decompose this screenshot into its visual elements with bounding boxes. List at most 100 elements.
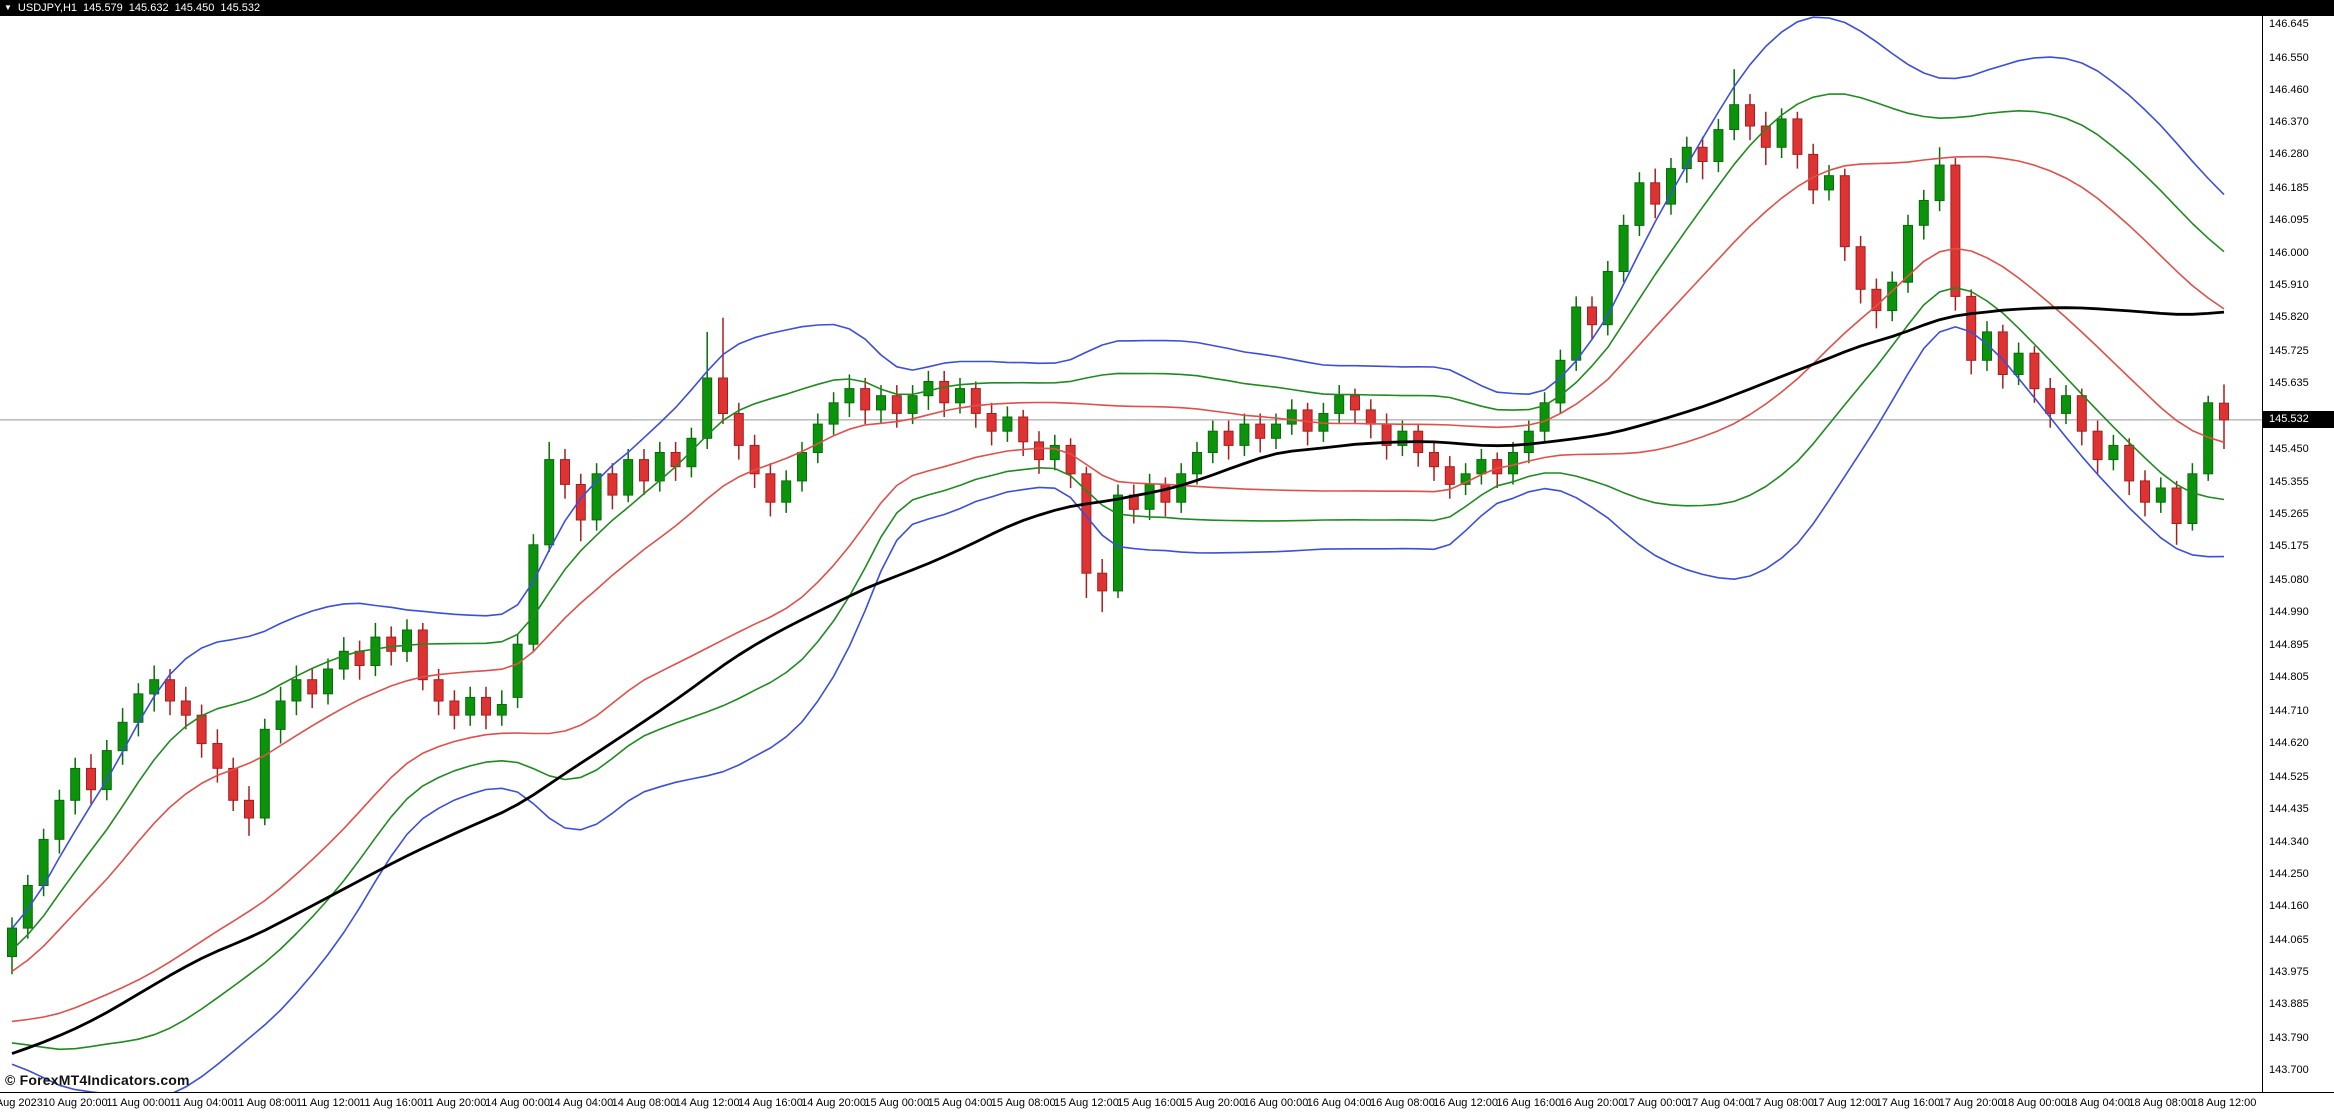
bull-candle <box>465 696 476 716</box>
bear-candle <box>575 484 586 521</box>
bear-candle <box>2124 444 2135 482</box>
price-axis-label: 146.645 <box>2269 18 2309 31</box>
bull-candle <box>781 480 792 503</box>
candlestick-chart[interactable] <box>0 16 2262 1092</box>
bull-candle <box>1634 182 1645 226</box>
bear-candle <box>860 388 871 411</box>
time-axis-label: 18 Aug 04:00 <box>2065 1097 2131 1109</box>
price-axis-label: 145.635 <box>2269 376 2309 389</box>
bull-candle <box>291 679 302 702</box>
price-axis-label: 146.550 <box>2269 52 2309 65</box>
chart-plot-area[interactable] <box>0 16 2262 1092</box>
bear-candle <box>196 714 207 745</box>
bear-candle <box>165 679 175 702</box>
bear-candle <box>560 459 570 485</box>
bear-candle <box>1950 164 1961 297</box>
bear-candle <box>718 377 728 414</box>
moving-average-line <box>11 306 2225 1055</box>
bull-candle <box>812 423 823 454</box>
time-axis-label: 16 Aug 20:00 <box>1559 1097 1625 1109</box>
bear-candle <box>1792 118 1803 155</box>
bear-candle <box>2171 487 2182 524</box>
bear-candle <box>986 413 997 432</box>
bull-candle <box>1239 423 1250 446</box>
bull-candle <box>2187 473 2198 524</box>
bear-candle <box>639 459 649 482</box>
bear-candle <box>228 767 239 801</box>
time-axis-label: 11 Aug 20:00 <box>422 1097 487 1109</box>
symbol-dropdown-icon: ▼ <box>4 3 12 12</box>
bull-candle <box>623 459 634 496</box>
bear-candle <box>1444 466 1455 485</box>
price-axis[interactable]: 145.532 146.645 146.550 146.460 146.370 146.… <box>2262 16 2334 1092</box>
time-axis-label: 17 Aug 20:00 <box>1938 1097 2004 1109</box>
price-axis-label: 144.065 <box>2269 934 2309 946</box>
bear-candle <box>481 696 491 716</box>
time-axis-label: 18 Aug 00:00 <box>2001 1097 2067 1109</box>
price-axis-label: 146.280 <box>2269 147 2309 160</box>
bull-candle <box>512 643 523 698</box>
bull-candle <box>1460 473 1471 485</box>
time-axis-label: 14 Aug 12:00 <box>674 1097 740 1109</box>
price-axis-label: 143.790 <box>2269 1031 2309 1044</box>
bear-candle <box>2029 352 2040 390</box>
bull-candle <box>1113 494 1123 592</box>
bear-candle <box>1871 288 1882 312</box>
bear-candle <box>86 767 96 791</box>
price-axis-label: 144.895 <box>2269 639 2309 652</box>
bull-candle <box>828 402 839 425</box>
price-axis-label: 146.185 <box>2269 181 2309 194</box>
bear-candle <box>749 444 760 475</box>
chart-window-titlebar[interactable]: ▼ USDJPY,H1 145.579 145.632 145.450 145.… <box>0 0 2334 16</box>
ohlc-close-value: 145.532 <box>220 2 261 14</box>
bull-candle <box>1571 306 1582 361</box>
bull-candle <box>2155 487 2166 503</box>
price-axis-label: 145.175 <box>2269 540 2309 553</box>
price-axis-label: 145.725 <box>2269 344 2309 357</box>
bull-candle <box>259 728 270 819</box>
bull-candle <box>1334 395 1345 414</box>
bull-candle <box>923 381 934 397</box>
bear-candle <box>2076 395 2087 432</box>
bear-candle <box>1365 409 1376 425</box>
bear-candle <box>1429 452 1439 468</box>
time-axis-label: 14 Aug 20:00 <box>801 1097 867 1109</box>
price-axis-label: 143.975 <box>2269 966 2309 978</box>
bull-candle <box>1271 423 1281 439</box>
bear-candle <box>1839 175 1850 248</box>
symbol-period-label: USDJPY,H1 <box>17 2 78 14</box>
bull-candle <box>149 679 160 695</box>
bull-candle <box>101 750 112 791</box>
price-axis-label: 145.910 <box>2269 279 2309 292</box>
bear-candle <box>1855 246 1866 290</box>
bear-candle <box>1018 416 1029 443</box>
time-axis-label: 15 Aug 08:00 <box>990 1097 1056 1109</box>
bull-candle <box>876 395 886 411</box>
price-axis-label: 143.885 <box>2269 997 2309 1010</box>
time-axis-label: 11 Aug 12:00 <box>295 1097 361 1109</box>
bull-candle <box>1618 224 1629 272</box>
bull-candle <box>1934 164 1945 202</box>
bear-candle <box>386 636 397 652</box>
price-axis-label: 146.095 <box>2269 213 2309 226</box>
bull-candle <box>1887 281 1898 312</box>
bear-candle <box>1587 306 1597 326</box>
bull-candle <box>7 927 17 957</box>
bull-candle <box>1049 444 1060 461</box>
time-axis-label: 18 Aug 08:00 <box>2128 1097 2194 1109</box>
bear-candle <box>449 700 460 716</box>
time-axis-label: 14 Aug 08:00 <box>611 1097 677 1109</box>
bear-candle <box>891 395 902 414</box>
bull-candle <box>1539 402 1550 432</box>
bull-candle <box>338 650 349 670</box>
price-axis-label: 144.710 <box>2269 705 2309 718</box>
bear-candle <box>1745 104 1755 127</box>
bull-candle <box>370 636 381 666</box>
price-axis-label: 144.160 <box>2269 900 2309 913</box>
bull-candle <box>496 704 507 716</box>
bull-candle <box>22 885 33 929</box>
bull-candle <box>1982 331 1992 361</box>
band-upper-middle <box>11 93 2225 951</box>
bull-candle <box>1286 409 1297 425</box>
